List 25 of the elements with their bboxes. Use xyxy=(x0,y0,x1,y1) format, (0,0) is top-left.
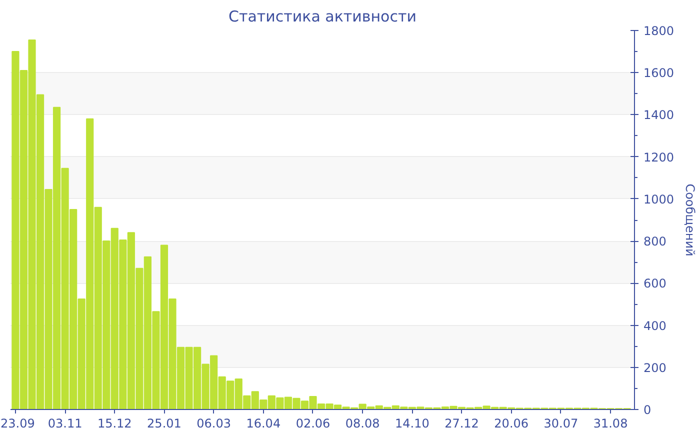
y-tick-label: 1800 xyxy=(644,24,674,38)
y-tick-label: 1600 xyxy=(644,66,674,80)
x-tick-label: 20.06 xyxy=(494,416,529,430)
y-tick-label: 1400 xyxy=(644,108,674,122)
x-tick-label: 30.07 xyxy=(544,416,578,430)
x-tick-label: 31.08 xyxy=(593,416,628,430)
x-tick-label: 06.03 xyxy=(196,416,231,430)
x-tick-label: 27.12 xyxy=(444,416,479,430)
x-tick-label: 02.06 xyxy=(296,416,330,430)
y-axis-title: Сообщений xyxy=(683,184,698,256)
y-tick-label: 0 xyxy=(644,403,652,417)
x-tick-label: 08.08 xyxy=(345,416,380,430)
x-tick-label: 14.10 xyxy=(394,416,430,430)
y-tick-label: 600 xyxy=(644,276,666,291)
x-tick-label: 25.01 xyxy=(147,416,182,430)
x-tick-label: 16.04 xyxy=(246,416,281,430)
y-tick-label: 400 xyxy=(644,318,666,333)
x-tick-label: 03.11 xyxy=(48,416,82,430)
y-tick-label: 1000 xyxy=(644,192,674,206)
chart-title: Статистика активности xyxy=(228,8,416,26)
x-tick-label: 15.12 xyxy=(97,416,132,430)
y-tick-label: 1200 xyxy=(644,150,674,164)
y-tick-label: 200 xyxy=(644,360,666,375)
x-tick-label: 23.09 xyxy=(0,416,35,430)
y-tick-label: 800 xyxy=(644,234,666,249)
